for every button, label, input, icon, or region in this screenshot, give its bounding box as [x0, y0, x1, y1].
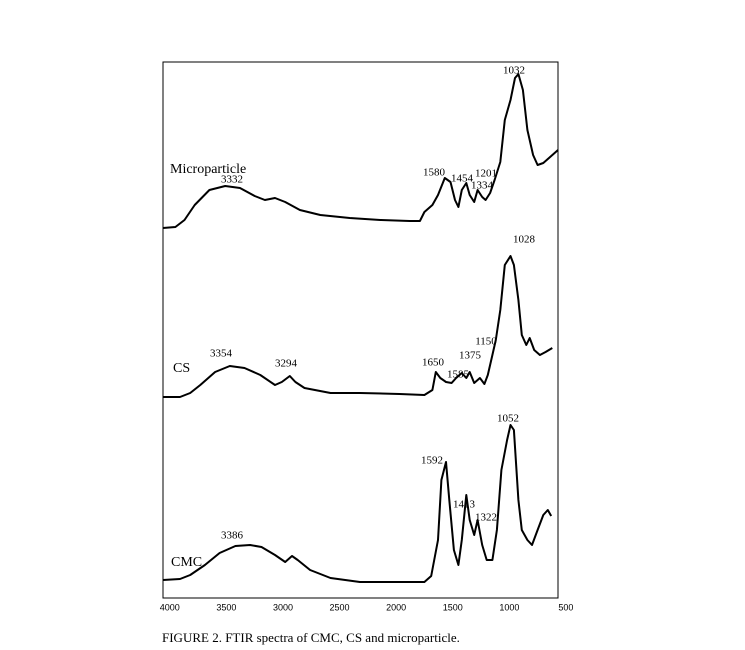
peak-label: 1052 [497, 413, 519, 425]
spectrum-line [162, 424, 553, 583]
x-tick-label: 1000 [499, 602, 519, 612]
peak-label: 1650 [422, 357, 445, 369]
peak-label: 3386 [221, 530, 244, 542]
spectrum-line [162, 73, 559, 229]
peak-label: 1150 [475, 336, 497, 348]
x-tick-label: 2000 [386, 602, 406, 612]
x-tick-label: 500 [558, 602, 573, 612]
x-tick-label: 3500 [216, 602, 236, 612]
x-tick-label: 2500 [330, 602, 350, 612]
series-label: CMC [171, 555, 202, 570]
caption: FIGURE 2. FTIR spectra of CMC, CS and mi… [162, 630, 460, 645]
peak-label: 1454 [451, 173, 474, 185]
peak-label: 1322 [475, 512, 497, 524]
peak-label: 3332 [221, 174, 243, 186]
peak-label: 1201 [475, 168, 497, 180]
spectrum-line [163, 255, 553, 398]
peak-label: 1580 [423, 167, 446, 179]
plot-frame [162, 61, 559, 599]
x-tick-label: 1500 [443, 602, 463, 612]
x-tick-label: 4000 [160, 602, 180, 612]
peak-label: 1592 [421, 455, 443, 467]
series-label: CS [173, 361, 190, 376]
peak-label: 3294 [275, 358, 298, 370]
series-label: Microparticle [170, 162, 246, 177]
peak-label: 1028 [513, 234, 536, 246]
peak-label: 1585 [447, 369, 470, 381]
peak-label: 1334 [471, 180, 494, 192]
peak-label: 1375 [459, 350, 482, 362]
x-tick-label: 3000 [273, 602, 293, 612]
peak-label: 1413 [453, 499, 476, 511]
peak-label: 1032 [503, 65, 525, 77]
peak-label: 3354 [210, 348, 233, 360]
